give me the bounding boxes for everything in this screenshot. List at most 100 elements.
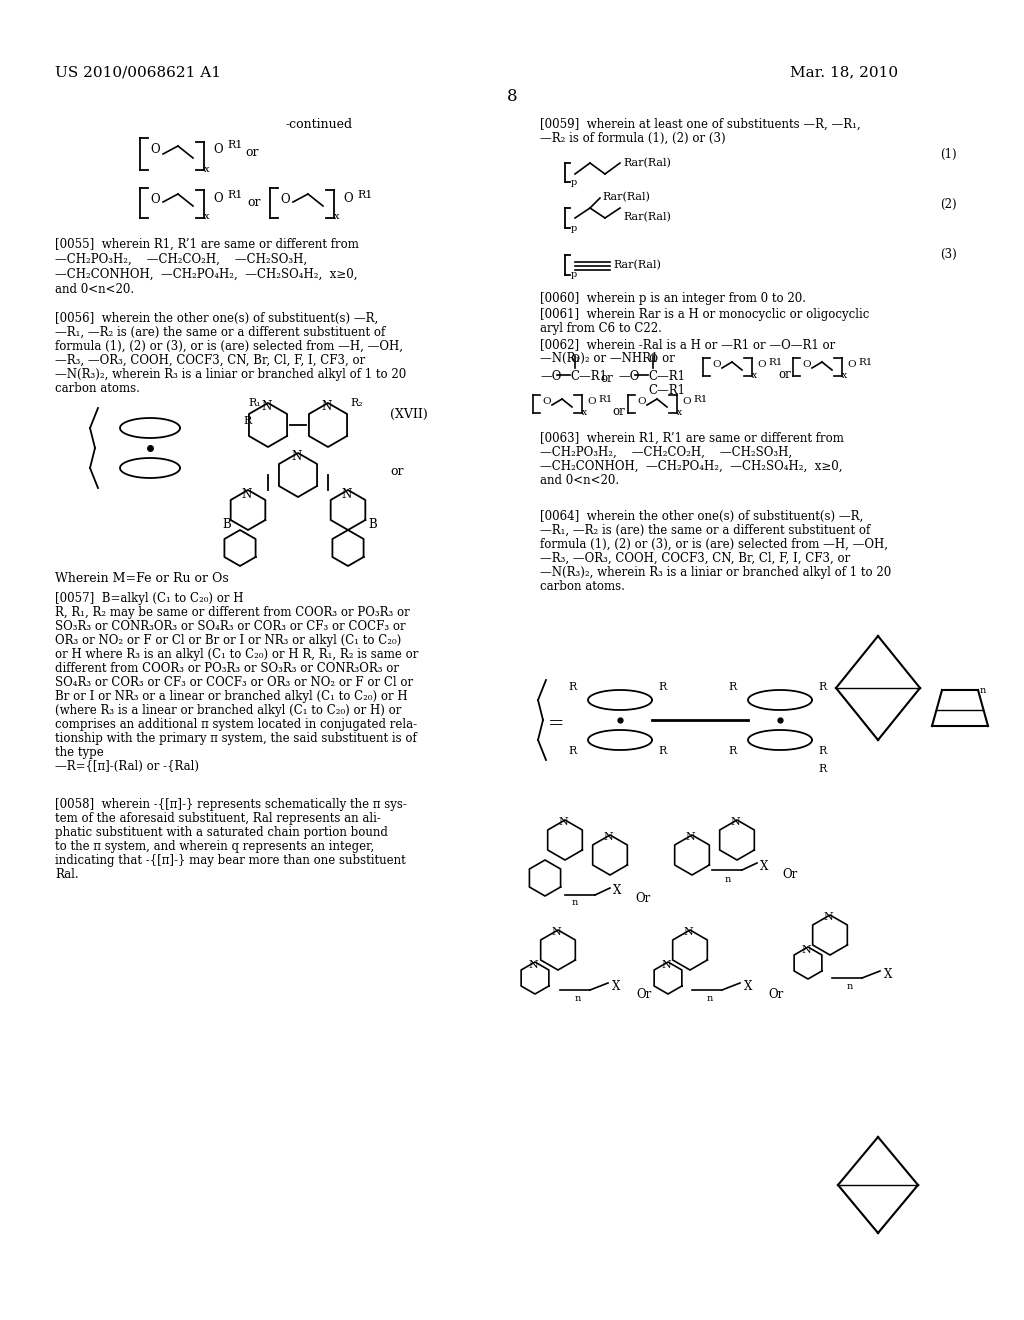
Text: (1): (1): [940, 148, 956, 161]
Text: x: x: [204, 165, 210, 174]
Text: N: N: [801, 945, 811, 954]
Text: x: x: [582, 408, 587, 417]
Text: [0057]  B=alkyl (C₁ to C₂₀) or H: [0057] B=alkyl (C₁ to C₂₀) or H: [55, 591, 244, 605]
Text: N: N: [528, 960, 538, 970]
Text: —R₃, —OR₃, COOH, COCF3, CN, Br, Cl, F, I, CF3, or: —R₃, —OR₃, COOH, COCF3, CN, Br, Cl, F, I…: [55, 354, 366, 367]
Text: N: N: [291, 450, 301, 463]
Text: (3): (3): [940, 248, 956, 261]
Text: X: X: [613, 884, 622, 898]
Text: [0056]  wherein the other one(s) of substituent(s) —R,: [0056] wherein the other one(s) of subst…: [55, 312, 378, 325]
Text: —R₃, —OR₃, COOH, COCF3, CN, Br, Cl, F, I, CF3, or: —R₃, —OR₃, COOH, COCF3, CN, Br, Cl, F, I…: [540, 552, 850, 565]
Text: R: R: [728, 682, 736, 692]
Text: x: x: [677, 408, 682, 417]
Text: R₁: R₁: [248, 399, 261, 408]
Text: n: n: [725, 875, 731, 884]
Text: R1: R1: [858, 358, 872, 367]
Text: p: p: [571, 178, 578, 187]
Text: carbon atoms.: carbon atoms.: [55, 381, 140, 395]
Text: O: O: [637, 397, 645, 407]
Text: O: O: [213, 191, 222, 205]
Text: —R₂ is of formula (1), (2) or (3): —R₂ is of formula (1), (2) or (3): [540, 132, 726, 145]
Text: x: x: [752, 371, 757, 380]
Text: OR₃ or NO₂ or F or Cl or Br or I or NR₃ or alkyl (C₁ to C₂₀): OR₃ or NO₂ or F or Cl or Br or I or NR₃ …: [55, 634, 401, 647]
Text: O: O: [213, 143, 222, 156]
Text: B: B: [222, 517, 230, 531]
Text: n: n: [572, 898, 579, 907]
Text: —O: —O: [540, 370, 561, 383]
Text: C—R1: C—R1: [570, 370, 607, 383]
Text: O: O: [847, 360, 856, 370]
Text: R: R: [658, 682, 667, 692]
Text: Or: Or: [635, 892, 650, 906]
Text: and 0<n<20.: and 0<n<20.: [540, 474, 620, 487]
Text: aryl from C6 to C22.: aryl from C6 to C22.: [540, 322, 662, 335]
Text: R1: R1: [598, 395, 612, 404]
Text: O: O: [570, 354, 580, 364]
Text: —R₁, —R₂ is (are) the same or a different substituent of: —R₁, —R₂ is (are) the same or a differen…: [55, 326, 385, 339]
Text: n: n: [847, 982, 853, 991]
Text: N: N: [685, 832, 694, 842]
Text: O: O: [802, 360, 811, 370]
Text: —O: —O: [618, 370, 639, 383]
Text: O: O: [648, 354, 657, 364]
Text: O: O: [682, 397, 690, 407]
Text: or: or: [245, 147, 258, 158]
Text: Or: Or: [782, 869, 798, 880]
Text: R: R: [818, 746, 826, 756]
Text: (2): (2): [940, 198, 956, 211]
Text: N: N: [558, 817, 567, 828]
Text: B: B: [368, 517, 377, 531]
Text: N: N: [341, 488, 351, 502]
Text: R1: R1: [693, 395, 708, 404]
Text: SO₄R₃ or COR₃ or CF₃ or COCF₃ or OR₃ or NO₂ or F or Cl or: SO₄R₃ or COR₃ or CF₃ or COCF₃ or OR₃ or …: [55, 676, 413, 689]
Text: [0062]  wherein -Ral is a H or —R1 or —O—R1 or: [0062] wherein -Ral is a H or —R1 or —O—…: [540, 338, 836, 351]
Text: N: N: [603, 832, 612, 842]
Text: SO₃R₃ or CONR₃OR₃ or SO₄R₃ or COR₃ or CF₃ or COCF₃ or: SO₃R₃ or CONR₃OR₃ or SO₄R₃ or COR₃ or CF…: [55, 620, 406, 634]
Text: O: O: [712, 360, 721, 370]
Text: O: O: [150, 193, 160, 206]
Text: —N(R₃)₂, wherein R₃ is a liniar or branched alkyl of 1 to 20: —N(R₃)₂, wherein R₃ is a liniar or branc…: [55, 368, 407, 381]
Text: X: X: [612, 979, 621, 993]
Text: x: x: [842, 371, 847, 380]
Text: formula (1), (2) or (3), or is (are) selected from —H, —OH,: formula (1), (2) or (3), or is (are) sel…: [55, 341, 403, 352]
Text: Or: Or: [768, 987, 783, 1001]
Text: tionship with the primary π system, the said substituent is of: tionship with the primary π system, the …: [55, 733, 417, 744]
Text: O: O: [150, 143, 160, 156]
Text: Rar(Ral): Rar(Ral): [623, 213, 671, 222]
Text: R, R₁, R₂ may be same or different from COOR₃ or PO₃R₃ or: R, R₁, R₂ may be same or different from …: [55, 606, 410, 619]
Text: —R={[π]-(Ral) or -{Ral): —R={[π]-(Ral) or -{Ral): [55, 760, 199, 774]
Text: C—R1: C—R1: [648, 370, 685, 383]
Text: (XVII): (XVII): [390, 408, 428, 421]
Text: formula (1), (2) or (3), or is (are) selected from —H, —OH,: formula (1), (2) or (3), or is (are) sel…: [540, 539, 888, 550]
Text: p: p: [571, 271, 578, 279]
Text: p: p: [571, 224, 578, 234]
Text: [0058]  wherein -{[π]-} represents schematically the π sys-: [0058] wherein -{[π]-} represents schema…: [55, 799, 407, 810]
Text: —CH₂PO₃H₂,    —CH₂CO₂H,    —CH₂SO₃H,: —CH₂PO₃H₂, —CH₂CO₂H, —CH₂SO₃H,: [540, 446, 793, 459]
Text: x: x: [334, 213, 340, 220]
Text: or: or: [247, 195, 260, 209]
Text: Br or I or NR₃ or a linear or branched alkyl (C₁ to C₂₀) or H: Br or I or NR₃ or a linear or branched a…: [55, 690, 408, 704]
Text: R: R: [658, 746, 667, 756]
Text: to the π system, and wherein q represents an integer,: to the π system, and wherein q represent…: [55, 840, 374, 853]
Text: R1: R1: [227, 140, 243, 150]
Text: R: R: [243, 416, 251, 426]
Text: O: O: [542, 397, 551, 407]
Text: Rar(Ral): Rar(Ral): [602, 191, 650, 202]
Text: —CH₂CONHOH,  —CH₂PO₄H₂,  —CH₂SO₄H₂,  x≥0,: —CH₂CONHOH, —CH₂PO₄H₂, —CH₂SO₄H₂, x≥0,: [540, 459, 843, 473]
Text: —N(R₁)₂ or —NHR1 or: —N(R₁)₂ or —NHR1 or: [540, 352, 675, 366]
Text: O: O: [587, 397, 596, 407]
Text: or: or: [612, 405, 625, 418]
Text: N: N: [321, 400, 331, 413]
Text: phatic substituent with a saturated chain portion bound: phatic substituent with a saturated chai…: [55, 826, 388, 840]
Text: O: O: [757, 360, 766, 370]
Text: R: R: [568, 682, 577, 692]
Text: C—R1: C—R1: [648, 384, 685, 397]
Text: Or: Or: [636, 987, 651, 1001]
Text: (where R₃ is a linear or branched alkyl (C₁ to C₂₀) or H) or: (where R₃ is a linear or branched alkyl …: [55, 704, 401, 717]
Text: the type: the type: [55, 746, 103, 759]
Text: X: X: [744, 979, 753, 993]
Text: -continued: -continued: [285, 117, 352, 131]
Text: R1: R1: [227, 190, 243, 201]
Text: R1: R1: [357, 190, 373, 201]
Text: comprises an additional π system located in conjugated rela-: comprises an additional π system located…: [55, 718, 417, 731]
